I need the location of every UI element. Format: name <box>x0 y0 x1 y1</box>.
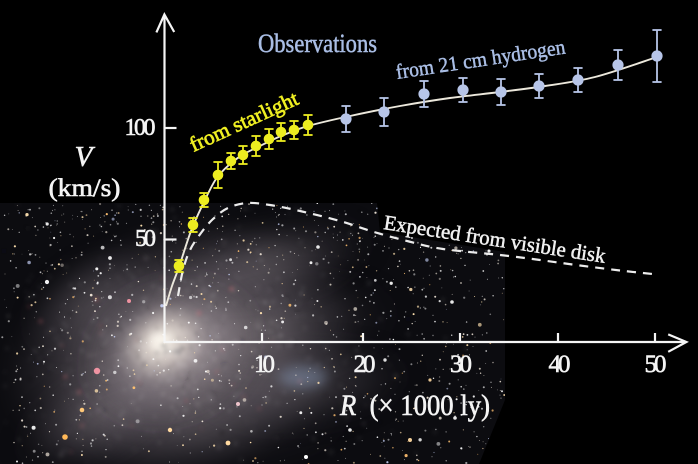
svg-text:100: 100 <box>125 115 156 141</box>
svg-text:V: V <box>75 141 96 173</box>
svg-text:Observations: Observations <box>258 29 377 58</box>
svg-text:50: 50 <box>645 351 667 378</box>
svg-text:(km/s): (km/s) <box>49 175 121 202</box>
svg-text:R (× 1000 ly): R (× 1000 ly) <box>339 389 490 422</box>
svg-text:10: 10 <box>254 351 275 378</box>
svg-text:40: 40 <box>549 351 571 378</box>
svg-text:20: 20 <box>354 351 376 378</box>
svg-text:50: 50 <box>135 226 156 252</box>
svg-text:30: 30 <box>450 351 472 378</box>
